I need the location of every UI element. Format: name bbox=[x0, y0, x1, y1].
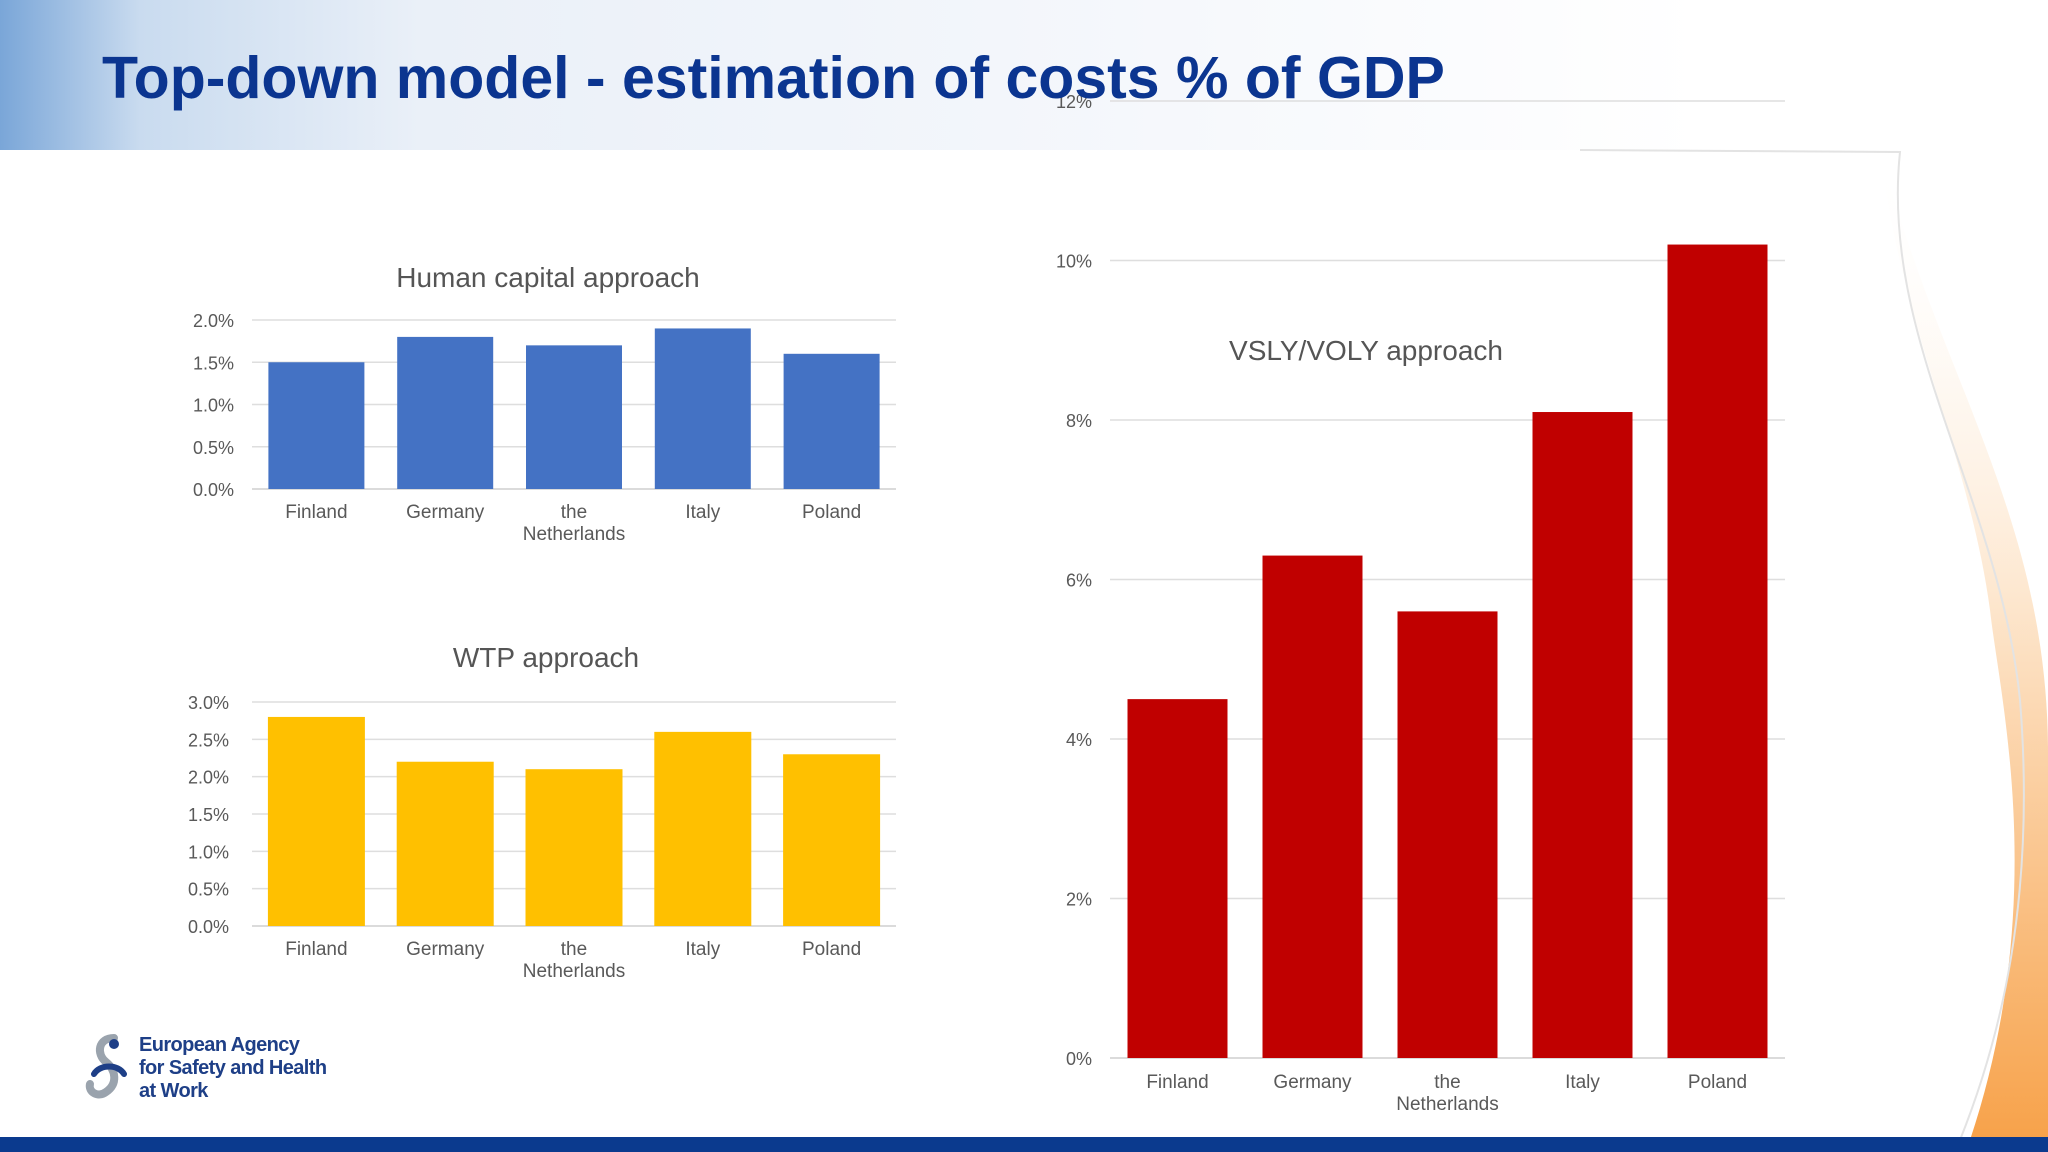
y-tick-label: 3.0% bbox=[188, 693, 229, 713]
bar-germany bbox=[396, 761, 494, 926]
category-label: the bbox=[561, 502, 587, 523]
y-tick-label: 2.0% bbox=[188, 768, 229, 788]
bar-the-netherlands bbox=[526, 345, 622, 489]
category-label: Italy bbox=[1565, 1072, 1600, 1093]
category-label: the bbox=[1434, 1072, 1460, 1093]
header-band bbox=[0, 0, 2048, 150]
y-tick-label: 0% bbox=[1066, 1049, 1092, 1069]
slide-title: Top-down model - estimation of costs % o… bbox=[102, 45, 1445, 111]
bar-germany bbox=[397, 336, 494, 489]
category-label: Germany bbox=[1273, 1072, 1352, 1093]
category-label: Poland bbox=[1688, 1072, 1747, 1093]
bar-germany bbox=[1262, 555, 1363, 1058]
chart-title: VSLY/VOLY approach bbox=[1229, 335, 1503, 366]
y-tick-label: 8% bbox=[1066, 411, 1092, 431]
logo-mark-icon bbox=[85, 1034, 127, 1099]
decorative-wave bbox=[1580, 149, 2048, 1140]
bar-the-netherlands bbox=[525, 769, 623, 926]
category-label: Netherlands bbox=[523, 524, 625, 545]
category-label: Italy bbox=[685, 502, 720, 523]
y-tick-label: 10% bbox=[1056, 252, 1092, 272]
bar-italy bbox=[1532, 412, 1633, 1058]
y-tick-label: 12% bbox=[1056, 92, 1092, 112]
bar-poland bbox=[783, 353, 880, 489]
y-tick-label: 1.5% bbox=[193, 353, 234, 373]
category-label: the bbox=[561, 939, 587, 960]
bar-finland bbox=[1127, 699, 1228, 1058]
y-tick-label: 6% bbox=[1066, 571, 1092, 591]
bar-poland bbox=[1667, 244, 1768, 1059]
y-tick-label: 1.0% bbox=[193, 396, 234, 416]
chart-title: Human capital approach bbox=[396, 262, 700, 293]
category-label: Poland bbox=[802, 939, 861, 960]
y-tick-label: 2.0% bbox=[193, 311, 234, 331]
chart-title: WTP approach bbox=[453, 642, 639, 673]
y-tick-label: 1.0% bbox=[188, 842, 229, 862]
category-label: Netherlands bbox=[523, 961, 625, 982]
eu-osha-logo: European Agency for Safety and Health at… bbox=[84, 1030, 327, 1110]
logo-line: for Safety and Health bbox=[139, 1057, 327, 1079]
bar-italy bbox=[654, 731, 752, 926]
category-label: Germany bbox=[406, 502, 485, 523]
y-tick-label: 0.0% bbox=[193, 480, 234, 500]
bar-finland bbox=[268, 362, 365, 489]
bar-poland bbox=[783, 754, 881, 926]
y-tick-label: 1.5% bbox=[188, 805, 229, 825]
bar-italy bbox=[654, 328, 751, 489]
category-label: Finland bbox=[1146, 1072, 1208, 1093]
footer-bar bbox=[0, 1137, 2048, 1152]
logo-line: European Agency bbox=[139, 1034, 300, 1056]
bar-the-netherlands bbox=[1397, 611, 1498, 1058]
category-label: Germany bbox=[406, 939, 485, 960]
bar-finland bbox=[267, 716, 365, 926]
category-label: Poland bbox=[802, 502, 861, 523]
y-tick-label: 2% bbox=[1066, 890, 1092, 910]
category-label: Italy bbox=[685, 939, 720, 960]
y-tick-label: 0.0% bbox=[188, 917, 229, 937]
logo-line: at Work bbox=[139, 1080, 208, 1102]
y-tick-label: 0.5% bbox=[188, 880, 229, 900]
y-tick-label: 2.5% bbox=[188, 730, 229, 750]
category-label: Netherlands bbox=[1396, 1094, 1498, 1115]
y-tick-label: 0.5% bbox=[193, 438, 234, 458]
y-tick-label: 4% bbox=[1066, 730, 1092, 750]
category-label: Finland bbox=[285, 502, 347, 523]
category-label: Finland bbox=[285, 939, 347, 960]
